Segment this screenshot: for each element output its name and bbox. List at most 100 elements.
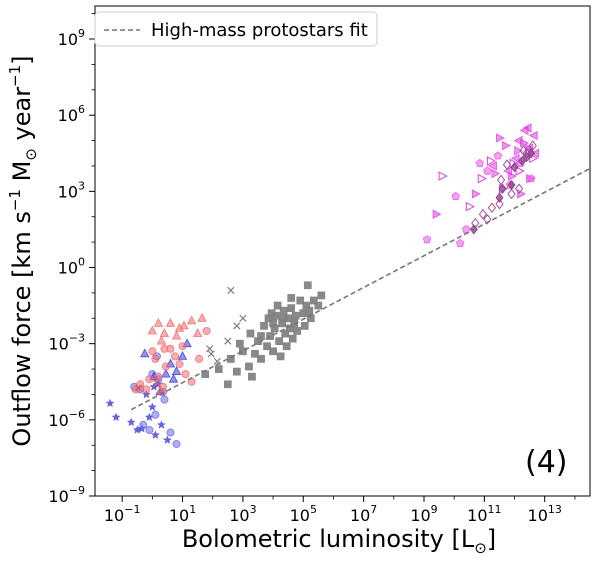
data-point-square xyxy=(223,380,232,389)
data-point-square xyxy=(269,319,277,328)
data-point-square xyxy=(279,314,288,323)
data-point-star xyxy=(156,420,166,429)
panel-label: (4) xyxy=(525,445,568,480)
data-point-triangle xyxy=(147,325,157,335)
x-axis-title: Bolometric luminosity [L⊙] xyxy=(182,525,496,557)
data-point-pentagon xyxy=(461,224,471,234)
x-tick-base: 10 xyxy=(229,506,249,525)
data-point-triangle xyxy=(156,335,167,345)
data-point-pentagon xyxy=(451,191,460,201)
data-point-diamond-open xyxy=(519,145,528,157)
data-point-diamond xyxy=(510,162,519,173)
legend-label: High-mass protostars fit xyxy=(151,20,368,41)
x-tick-label: 10−1 xyxy=(104,503,141,525)
data-point-triangle-right-open xyxy=(486,156,496,166)
data-marks xyxy=(105,123,540,448)
data-point-triangle-left xyxy=(488,161,497,171)
data-point-triangle-left xyxy=(528,130,538,141)
x-tick-label: 109 xyxy=(410,503,437,525)
data-point-triangle xyxy=(140,348,150,358)
y-axis-title-sup-1: −1 xyxy=(6,189,24,211)
data-point-circle xyxy=(151,354,160,363)
data-point-square xyxy=(239,347,247,356)
data-point-triangle xyxy=(174,323,185,332)
data-point-square xyxy=(293,327,302,335)
data-point-square xyxy=(281,329,290,338)
data-point-diamond-open xyxy=(502,159,512,171)
data-point-triangle-right xyxy=(491,168,501,179)
data-point-circle xyxy=(136,380,145,389)
y-axis-title-sun: ⊙ xyxy=(22,148,40,161)
data-point-circle xyxy=(158,382,167,391)
data-point-square xyxy=(282,342,291,351)
y-tick-label: 103 xyxy=(58,179,85,201)
data-point-square xyxy=(305,306,314,315)
y-axis-title-part-3: year xyxy=(8,87,36,148)
x-tick-base: 10 xyxy=(528,506,548,525)
data-point-diamond-open xyxy=(528,140,537,151)
data-point-cross xyxy=(153,379,161,387)
data-point-circle xyxy=(172,439,181,448)
data-point-square xyxy=(260,322,268,330)
data-point-star xyxy=(105,398,115,408)
x-tick-exponent: 11 xyxy=(488,503,502,516)
data-point-circle xyxy=(166,428,175,437)
data-point-circle xyxy=(175,359,184,368)
data-point-square xyxy=(269,347,277,356)
data-point-triangle xyxy=(179,320,189,330)
data-point-cross xyxy=(227,286,235,294)
data-point-triangle xyxy=(177,351,188,360)
y-tick-exponent: 3 xyxy=(78,179,85,192)
x-tick-exponent: 13 xyxy=(548,503,562,516)
data-point-diamond-open xyxy=(495,198,504,210)
data-point-square xyxy=(275,337,283,345)
data-point-pentagon xyxy=(483,166,492,175)
y-axis-title-part-2: M xyxy=(8,161,36,189)
data-point-triangle-right-open xyxy=(529,153,539,164)
data-point-diamond-open xyxy=(496,174,506,186)
x-tick-label: 1011 xyxy=(467,503,501,525)
data-point-circle xyxy=(145,425,154,434)
data-point-star xyxy=(150,430,160,439)
data-point-circle xyxy=(202,326,211,335)
data-point-square xyxy=(303,281,312,290)
data-point-square xyxy=(288,334,297,343)
x-tick-exponent: 5 xyxy=(310,503,317,516)
data-point-circle xyxy=(145,375,154,384)
data-point-triangle-right-open xyxy=(465,201,475,212)
y-tick-base: 10 xyxy=(58,182,78,201)
data-point-triangle-left xyxy=(522,123,532,133)
data-point-star xyxy=(111,412,121,422)
data-point-square xyxy=(276,352,285,361)
x-tick-label: 1013 xyxy=(528,503,562,525)
y-tick-label: 10−6 xyxy=(48,408,85,430)
x-axis-title-sun: ⊙ xyxy=(474,539,487,557)
data-point-circle xyxy=(148,347,157,356)
data-point-square xyxy=(300,322,309,330)
data-point-triangle-right xyxy=(471,189,481,199)
data-point-circle xyxy=(161,362,170,371)
x-tick-base: 10 xyxy=(467,506,487,525)
x-tick-exponent: −1 xyxy=(124,503,140,516)
data-point-diamond xyxy=(527,148,536,159)
data-point-square xyxy=(214,365,223,373)
data-point-triangle-right xyxy=(517,189,526,199)
data-point-diamond-open xyxy=(514,183,524,195)
x-axis-title-main: Bolometric luminosity [L xyxy=(182,525,475,553)
data-point-square xyxy=(314,301,323,310)
y-tick-label: 10−3 xyxy=(48,332,85,354)
data-point-square xyxy=(257,355,265,363)
data-point-circle xyxy=(160,344,169,353)
data-point-triangle xyxy=(165,318,176,327)
data-point-square xyxy=(233,367,241,376)
data-point-square xyxy=(248,372,256,381)
data-point-cross xyxy=(206,345,214,353)
data-point-star xyxy=(149,382,159,391)
y-tick-exponent: 6 xyxy=(78,103,85,116)
data-point-square xyxy=(317,291,326,300)
plot-frame xyxy=(94,5,591,497)
data-point-pentagon xyxy=(526,174,536,183)
data-point-pentagon xyxy=(475,158,485,168)
data-point-triangle-right-open xyxy=(477,173,487,184)
y-tick-base: 10 xyxy=(58,259,78,278)
